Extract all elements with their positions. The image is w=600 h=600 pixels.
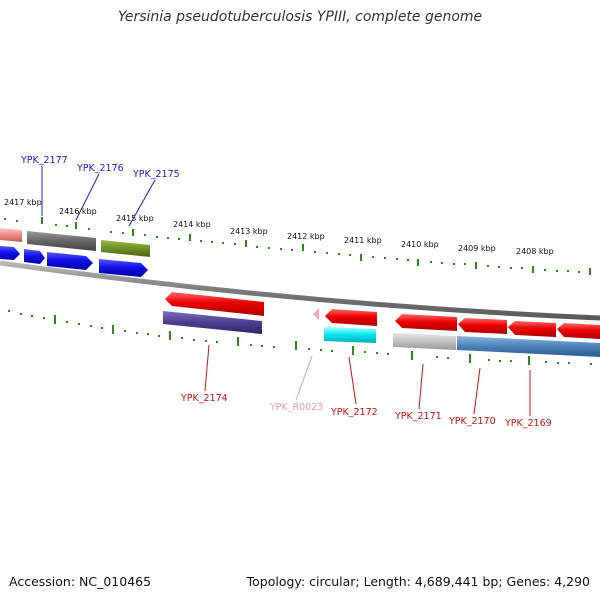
gene-label-ypk-2175[interactable]: YPK_2175 <box>132 169 180 180</box>
gene-label-ypk-2177[interactable]: YPK_2177 <box>20 155 68 166</box>
map-title: Yersinia pseudotuberculosis YPIII, compl… <box>117 9 483 25</box>
gene-blue-2[interactable] <box>24 249 45 264</box>
gene-labels: YPK_2177 YPK_2176 YPK_2175 YPK_2174 YPK_… <box>20 155 552 429</box>
gene-label-ypk-2171[interactable]: YPK_2171 <box>394 411 442 422</box>
gene-label-ypk-2174[interactable]: YPK_2174 <box>180 393 228 404</box>
gene-ypk-2175[interactable] <box>101 240 150 257</box>
ruler-label: 2412 kbp <box>287 232 325 241</box>
gene-ypk-2176[interactable] <box>47 252 93 270</box>
reverse-gene-track <box>165 292 600 339</box>
gene-pink-partial[interactable] <box>0 228 22 242</box>
gene-label-ypk-2172[interactable]: YPK_2172 <box>330 407 378 418</box>
ruler-label: 2408 kbp <box>516 247 554 256</box>
inner-ruler-dots <box>8 310 592 365</box>
gene-ypk-2172[interactable] <box>325 309 377 326</box>
ruler-label: 2413 kbp <box>230 227 268 236</box>
ruler-label: 2410 kbp <box>401 240 439 249</box>
gene-ypk-2170[interactable] <box>458 318 507 334</box>
gene-ypk-r0023[interactable] <box>313 308 319 320</box>
outer-ruler-ticks <box>41 217 591 275</box>
gene-label-ypk-2169[interactable]: YPK_2169 <box>504 418 552 429</box>
topology-label: Topology: circular; Length: 4,689,441 bp… <box>246 574 590 589</box>
gene-label-ypk-r0023[interactable]: YPK_R0023 <box>269 402 323 413</box>
ruler-label: 2409 kbp <box>458 244 496 253</box>
gene-blue-4[interactable] <box>99 259 148 277</box>
genome-backbone <box>0 260 600 321</box>
reverse-leader-lines <box>204 344 531 416</box>
accession-label: Accession: NC_010465 <box>9 574 152 589</box>
ruler-label: 2414 kbp <box>173 220 211 229</box>
ruler-label: 2416 kbp <box>59 207 97 216</box>
ruler-label: 2417 kbp <box>4 198 42 207</box>
gene-ypk-2169[interactable] <box>508 321 556 337</box>
forward-gene-track <box>0 246 148 277</box>
gene-ypk-2174[interactable] <box>165 292 264 316</box>
outer-ruler-dots <box>4 218 580 273</box>
gene-label-ypk-2170[interactable]: YPK_2170 <box>448 416 496 427</box>
inner-gene-track <box>163 311 600 357</box>
outer-gene-track <box>0 228 150 257</box>
gene-steel-blue[interactable] <box>457 336 600 357</box>
gene-light-gray[interactable] <box>393 333 456 350</box>
gene-blue-partial[interactable] <box>0 246 20 260</box>
gene-red-partial[interactable] <box>557 323 600 339</box>
ruler-labels: 2417 kbp 2416 kbp 2415 kbp 2414 kbp 2413… <box>4 198 554 256</box>
forward-leader-lines <box>41 166 156 227</box>
gene-ypk-2171[interactable] <box>395 314 457 331</box>
gene-label-ypk-2176[interactable]: YPK_2176 <box>76 163 124 174</box>
gene-purple[interactable] <box>163 311 262 334</box>
inner-ruler-ticks <box>54 315 530 365</box>
ruler-label: 2415 kbp <box>116 214 154 223</box>
gene-ypk-2177[interactable] <box>27 231 96 251</box>
ruler-label: 2411 kbp <box>344 236 382 245</box>
gene-cyan[interactable] <box>324 327 376 343</box>
